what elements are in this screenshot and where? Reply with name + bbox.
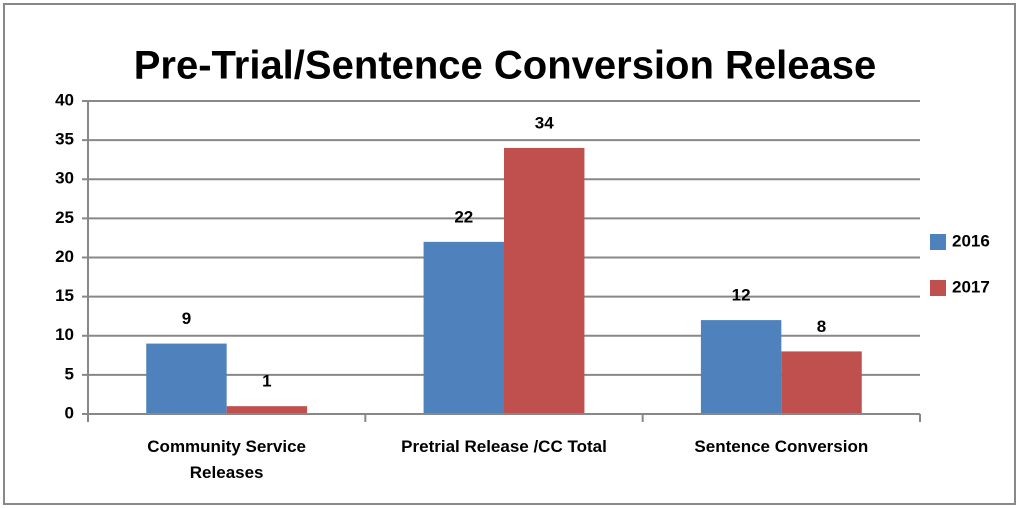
legend-swatch [930, 234, 946, 250]
data-label: 12 [732, 286, 751, 305]
x-label-box: Pretrial Release /CC Total [401, 437, 607, 456]
data-label: 9 [182, 309, 191, 328]
y-tick-label: 25 [55, 208, 74, 227]
x-tick-label: Sentence Conversion [694, 437, 869, 456]
y-tick-label: 15 [55, 286, 74, 305]
data-label: 1 [262, 372, 271, 391]
y-tick-label: 20 [55, 247, 74, 266]
bar [781, 351, 862, 414]
y-tick-label: 0 [65, 403, 74, 422]
data-label: 22 [454, 207, 473, 226]
x-label-box: Sentence Conversion [694, 437, 869, 456]
chart-title: Pre-Trial/Sentence Conversion Release [134, 44, 877, 88]
bar [423, 241, 504, 414]
y-tick-label: 40 [55, 90, 74, 109]
bar [226, 406, 308, 414]
legend-label: 2016 [952, 231, 990, 250]
bar [504, 147, 585, 414]
x-tick-label: Pretrial Release /CC Total [401, 437, 607, 456]
x-tick-label: Community Service Releases [147, 437, 307, 482]
data-label: 34 [535, 113, 554, 132]
bar [700, 320, 782, 414]
bar [146, 343, 227, 414]
x-label-box: Community Service Releases [147, 437, 307, 482]
y-tick-label: 5 [65, 364, 74, 383]
legend-swatch [930, 280, 946, 296]
y-tick-label: 30 [55, 169, 74, 188]
data-label: 8 [817, 317, 826, 336]
y-tick-label: 10 [55, 325, 74, 344]
y-tick-label: 35 [55, 130, 74, 149]
legend-label: 2017 [952, 277, 990, 296]
